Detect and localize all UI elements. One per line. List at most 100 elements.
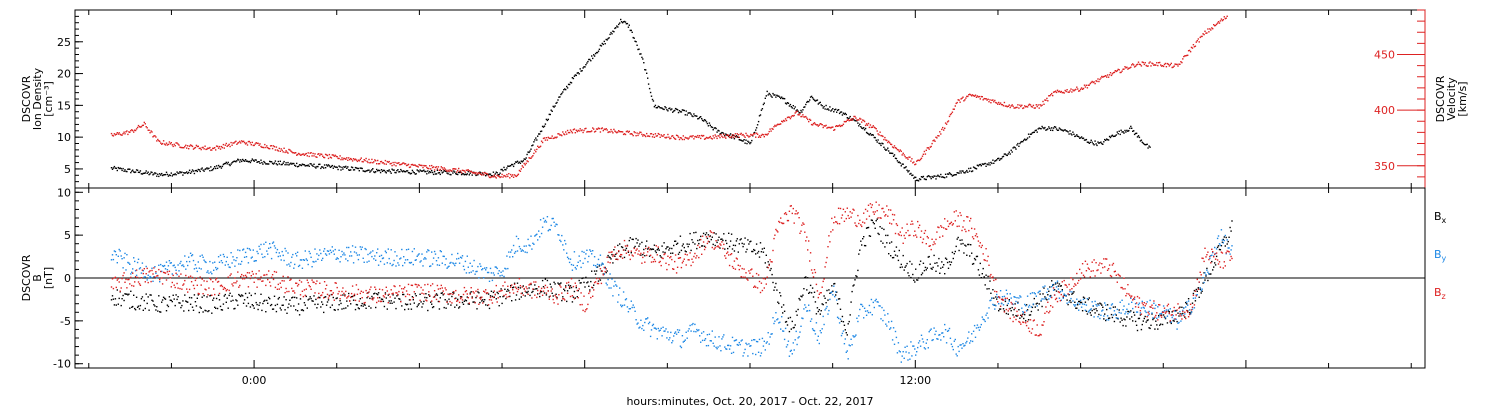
data-point bbox=[144, 276, 146, 278]
data-point bbox=[239, 140, 241, 143]
data-point bbox=[1051, 92, 1053, 95]
data-point bbox=[274, 160, 277, 162]
data-point bbox=[1190, 311, 1193, 313]
data-point bbox=[721, 338, 723, 340]
data-point bbox=[417, 170, 419, 172]
data-point bbox=[1162, 314, 1165, 316]
data-point bbox=[573, 251, 576, 253]
data-point bbox=[1052, 91, 1055, 93]
data-point bbox=[579, 68, 581, 70]
data-point bbox=[584, 66, 586, 68]
data-point bbox=[465, 174, 468, 176]
data-point bbox=[836, 291, 838, 293]
data-point bbox=[1189, 51, 1192, 53]
data-point bbox=[241, 260, 243, 263]
data-point bbox=[681, 335, 684, 337]
data-point bbox=[790, 349, 792, 352]
data-point bbox=[134, 270, 137, 272]
data-point bbox=[524, 251, 526, 253]
data-point bbox=[601, 42, 603, 45]
data-point bbox=[738, 243, 740, 245]
data-point bbox=[136, 169, 139, 171]
data-point bbox=[404, 163, 406, 165]
data-point bbox=[343, 292, 345, 295]
data-point bbox=[499, 275, 501, 277]
data-point bbox=[603, 128, 605, 130]
data-point bbox=[452, 262, 454, 264]
data-point bbox=[426, 173, 428, 175]
data-point bbox=[177, 287, 179, 289]
data-point bbox=[537, 145, 539, 147]
data-point bbox=[599, 44, 602, 47]
data-point bbox=[567, 258, 570, 260]
data-point bbox=[327, 250, 330, 252]
data-point bbox=[249, 142, 252, 144]
data-point bbox=[621, 246, 624, 249]
data-point bbox=[638, 132, 640, 135]
data-point bbox=[932, 140, 934, 142]
data-point bbox=[941, 261, 943, 263]
data-point bbox=[906, 345, 908, 347]
data-point bbox=[537, 239, 539, 241]
data-point bbox=[468, 174, 470, 176]
data-point bbox=[1073, 90, 1075, 92]
data-point bbox=[667, 246, 669, 248]
data-point bbox=[315, 298, 317, 301]
data-point bbox=[819, 123, 821, 125]
data-point bbox=[741, 140, 743, 142]
data-point bbox=[320, 306, 322, 308]
data-point bbox=[846, 334, 848, 336]
data-point bbox=[258, 144, 260, 146]
data-point bbox=[1008, 299, 1010, 301]
data-point bbox=[302, 295, 305, 298]
data-point bbox=[811, 124, 814, 126]
data-point bbox=[1025, 105, 1028, 108]
data-point bbox=[562, 131, 564, 133]
data-point bbox=[433, 250, 436, 253]
data-point bbox=[661, 107, 663, 109]
data-point bbox=[241, 294, 243, 296]
data-point bbox=[1069, 290, 1071, 293]
data-point bbox=[923, 269, 926, 272]
data-point bbox=[250, 144, 252, 146]
data-point bbox=[555, 137, 557, 139]
data-point bbox=[1154, 64, 1156, 66]
data-point bbox=[905, 157, 907, 159]
data-point bbox=[296, 255, 298, 257]
data-point bbox=[1160, 313, 1162, 315]
data-point bbox=[473, 171, 475, 174]
data-point bbox=[220, 167, 223, 169]
data-point bbox=[306, 165, 308, 167]
data-point bbox=[1126, 129, 1128, 132]
data-point bbox=[1083, 139, 1086, 141]
data-point bbox=[1063, 129, 1065, 131]
data-point bbox=[426, 251, 428, 253]
data-point bbox=[738, 136, 740, 139]
data-point bbox=[779, 96, 781, 98]
data-point bbox=[1115, 134, 1117, 136]
data-point bbox=[1025, 106, 1027, 108]
data-point bbox=[873, 306, 875, 309]
data-point bbox=[696, 328, 698, 331]
data-point bbox=[145, 170, 147, 172]
data-point bbox=[183, 265, 185, 268]
data-point bbox=[278, 288, 280, 290]
data-point bbox=[463, 268, 466, 271]
data-point bbox=[455, 168, 457, 170]
data-point bbox=[633, 131, 635, 133]
data-point bbox=[1147, 65, 1149, 67]
data-point bbox=[295, 152, 297, 154]
data-point bbox=[439, 250, 441, 252]
data-point bbox=[572, 264, 575, 266]
data-point bbox=[188, 148, 190, 150]
data-point bbox=[113, 133, 116, 135]
data-point bbox=[131, 271, 133, 273]
data-point bbox=[251, 270, 253, 273]
data-point bbox=[349, 300, 351, 302]
data-point bbox=[133, 171, 135, 173]
data-point bbox=[607, 131, 609, 134]
data-point bbox=[616, 258, 618, 260]
data-point bbox=[132, 305, 134, 308]
data-point bbox=[208, 147, 210, 150]
data-point bbox=[111, 278, 114, 280]
